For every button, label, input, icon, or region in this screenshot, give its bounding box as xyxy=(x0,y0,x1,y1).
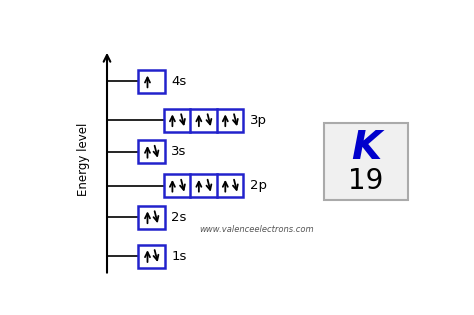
Text: K: K xyxy=(351,129,381,167)
Text: 19: 19 xyxy=(348,167,383,195)
Bar xyxy=(138,206,164,229)
Bar xyxy=(324,123,408,200)
Text: Energy level: Energy level xyxy=(77,123,90,196)
Text: 4s: 4s xyxy=(171,75,187,88)
Bar xyxy=(164,174,243,197)
Bar xyxy=(138,244,164,268)
Bar xyxy=(164,109,243,132)
Bar xyxy=(138,140,164,163)
Text: www.valenceelectrons.com: www.valenceelectrons.com xyxy=(199,225,313,234)
Text: 3s: 3s xyxy=(171,145,187,158)
Bar xyxy=(138,70,164,93)
Text: 2p: 2p xyxy=(250,179,267,192)
Text: 2s: 2s xyxy=(171,211,187,224)
Text: 3p: 3p xyxy=(250,114,267,127)
Text: 1s: 1s xyxy=(171,249,187,263)
